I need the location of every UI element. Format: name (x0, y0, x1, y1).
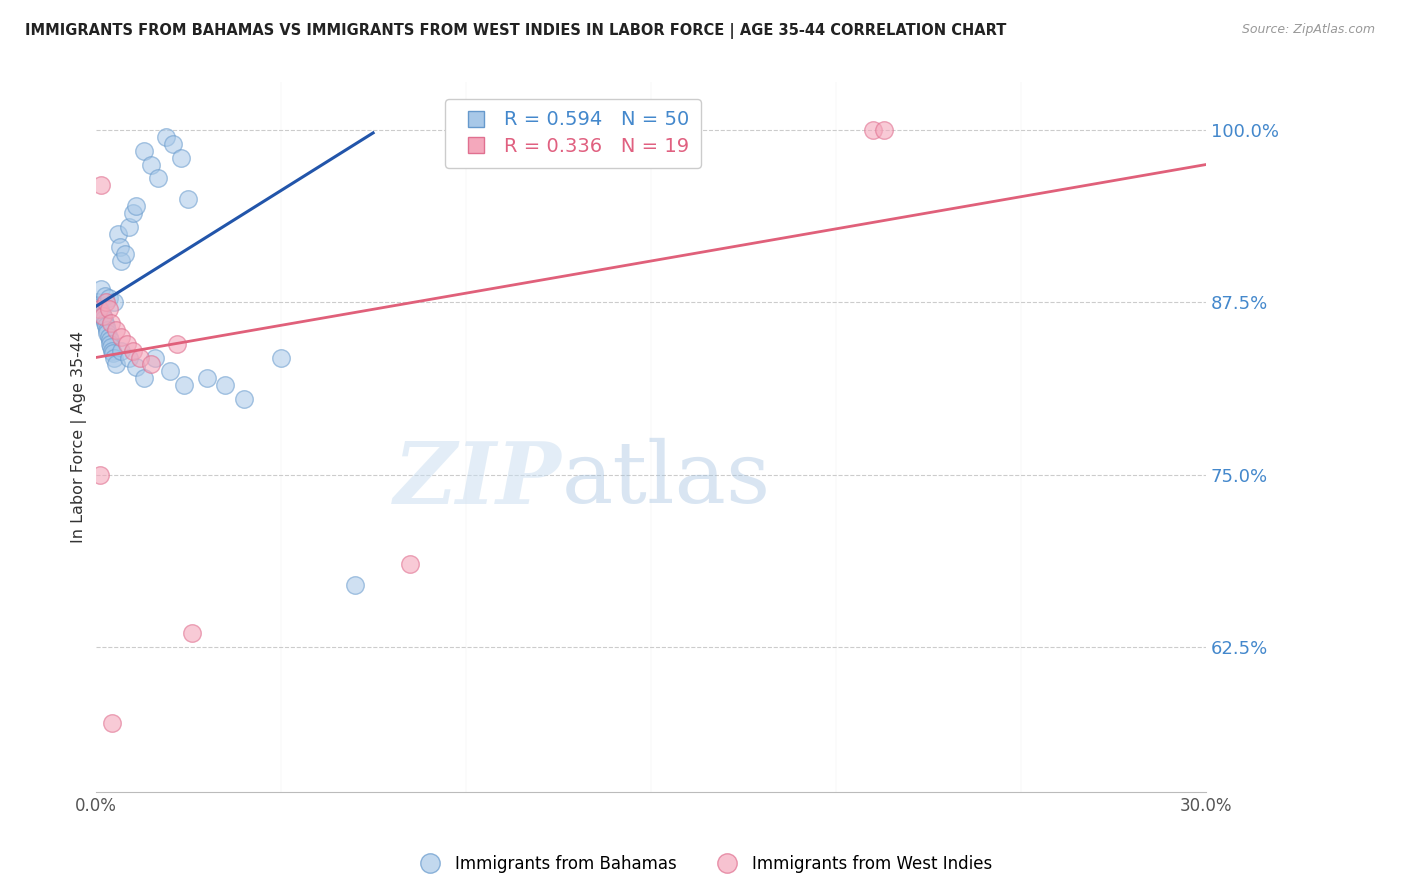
Legend: R = 0.594   N = 50, R = 0.336   N = 19: R = 0.594 N = 50, R = 0.336 N = 19 (446, 99, 700, 168)
Point (143, 351, 166, 365)
Point (162, 136, 184, 151)
Point (132, 371, 155, 385)
Point (96, 323, 118, 337)
Point (93, 312, 115, 326)
Point (87, 298, 110, 312)
Point (129, 351, 152, 365)
Point (110, 343, 132, 358)
Point (107, 227, 129, 241)
Point (170, 151, 193, 165)
Point (399, 558, 422, 572)
Point (125, 360, 148, 375)
Point (101, 343, 124, 358)
Point (98, 333, 121, 347)
Point (159, 364, 181, 378)
Point (873, 123, 896, 137)
Point (108, 240, 131, 254)
Point (214, 378, 236, 392)
Point (100, 336, 122, 351)
Point (177, 192, 200, 206)
Point (110, 330, 132, 344)
Point (90, 305, 112, 319)
Point (94, 288, 117, 302)
Text: ZIP: ZIP (394, 438, 562, 521)
Point (121, 206, 143, 220)
Point (91, 309, 114, 323)
Point (89, 300, 111, 314)
Text: IMMIGRANTS FROM BAHAMAS VS IMMIGRANTS FROM WEST INDIES IN LABOR FORCE | AGE 35-4: IMMIGRANTS FROM BAHAMAS VS IMMIGRANTS FR… (25, 23, 1007, 39)
Point (94, 316, 117, 330)
Point (115, 336, 138, 351)
Point (100, 339, 122, 353)
Point (97, 330, 120, 344)
Point (139, 358, 162, 372)
Point (343, 578, 366, 592)
Point (104, 323, 127, 337)
Point (180, 626, 202, 640)
Point (195, 371, 218, 385)
Point (86, 295, 108, 310)
Point (87, 302, 110, 317)
Point (148, 171, 170, 186)
Point (94, 318, 117, 333)
Point (89, 467, 111, 482)
Point (862, 123, 884, 137)
Point (104, 358, 127, 372)
Point (121, 343, 143, 358)
Text: atlas: atlas (562, 438, 770, 521)
Point (232, 392, 254, 406)
Point (89, 302, 111, 317)
Point (166, 336, 188, 351)
Point (125, 199, 148, 213)
Point (155, 130, 177, 145)
Point (132, 144, 155, 158)
Point (270, 351, 292, 365)
Point (97, 302, 120, 317)
Point (103, 295, 125, 310)
Point (100, 316, 122, 330)
Point (96, 326, 118, 340)
Point (139, 158, 162, 172)
Y-axis label: In Labor Force | Age 35-44: In Labor Force | Age 35-44 (72, 331, 87, 543)
Point (97, 291, 120, 305)
Point (90, 282, 112, 296)
Legend: Immigrants from Bahamas, Immigrants from West Indies: Immigrants from Bahamas, Immigrants from… (406, 848, 1000, 880)
Point (91, 308, 114, 322)
Point (103, 351, 125, 365)
Point (94, 295, 117, 310)
Point (101, 715, 124, 730)
Point (103, 346, 125, 360)
Point (118, 219, 141, 234)
Text: Source: ZipAtlas.com: Source: ZipAtlas.com (1241, 23, 1375, 37)
Point (118, 351, 141, 365)
Point (91, 309, 114, 323)
Point (173, 378, 195, 392)
Point (114, 247, 136, 261)
Point (90, 178, 112, 193)
Point (110, 254, 132, 268)
